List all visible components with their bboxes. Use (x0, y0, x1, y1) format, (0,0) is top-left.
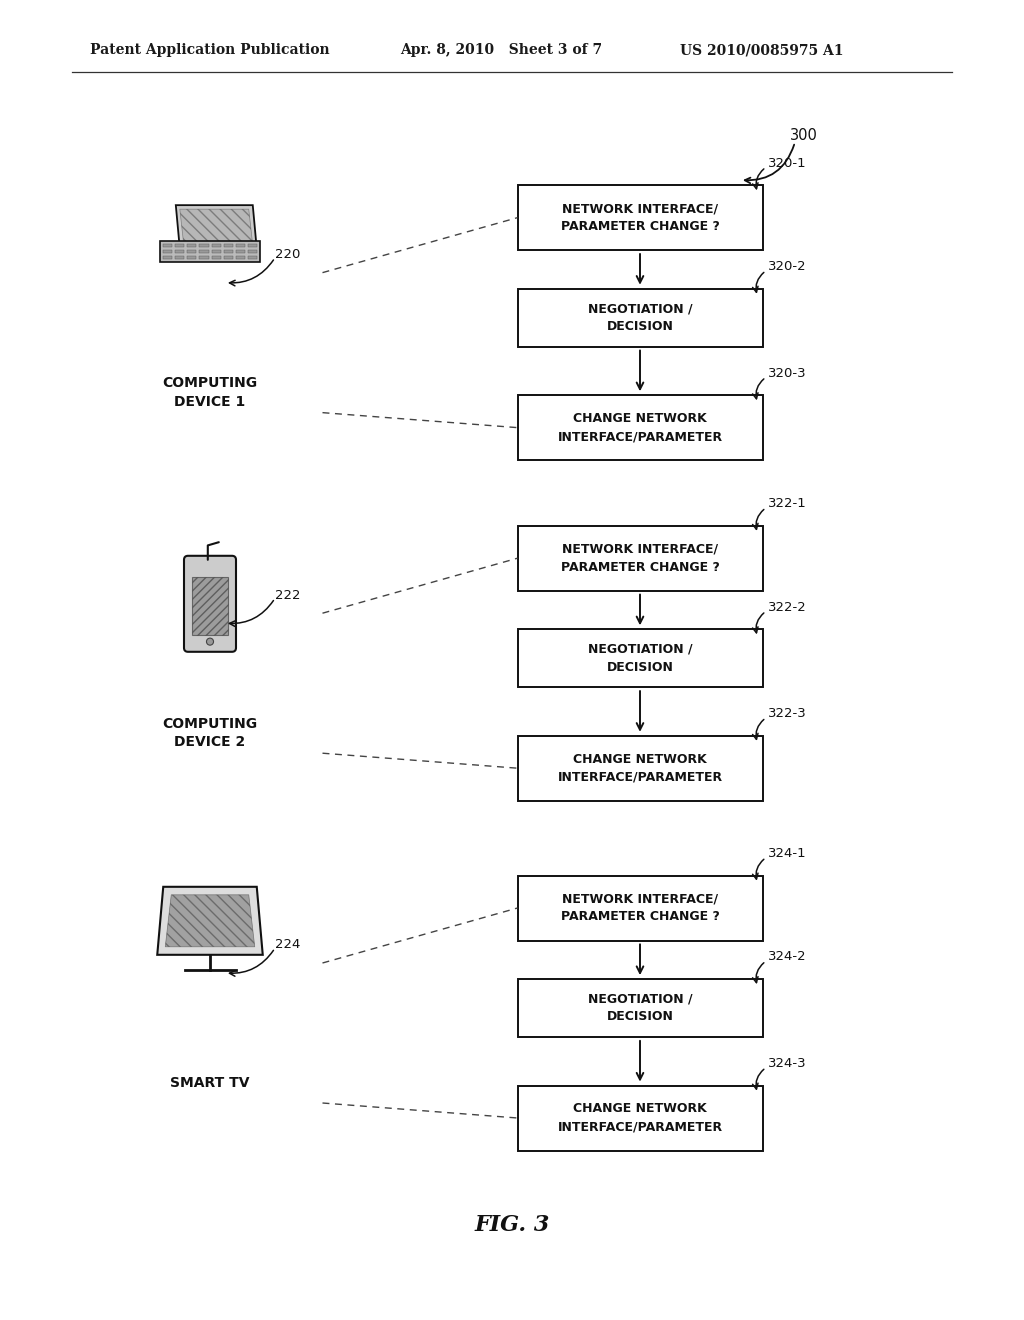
Bar (223, 244, 232, 247)
Text: NEGOTIATION /
DECISION: NEGOTIATION / DECISION (588, 643, 692, 673)
Bar (212, 244, 220, 247)
Text: 322-1: 322-1 (768, 498, 807, 511)
Text: 320-3: 320-3 (768, 367, 807, 380)
Bar (517, 289, 763, 347)
Text: CHANGE NETWORK
INTERFACE/PARAMETER: CHANGE NETWORK INTERFACE/PARAMETER (557, 752, 723, 784)
Bar (212, 251, 220, 253)
Text: 320-1: 320-1 (768, 157, 807, 170)
Text: 320-2: 320-2 (768, 260, 807, 273)
Bar (163, 256, 172, 260)
Text: 224: 224 (275, 939, 300, 952)
Bar (160, 242, 260, 263)
Bar (175, 256, 184, 260)
Bar (517, 630, 763, 688)
Polygon shape (176, 205, 257, 252)
Text: NETWORK INTERFACE/
PARAMETER CHANGE ?: NETWORK INTERFACE/ PARAMETER CHANGE ? (560, 892, 720, 924)
Bar (248, 244, 257, 247)
Bar (517, 735, 763, 801)
Text: 222: 222 (275, 589, 300, 602)
Bar (517, 875, 763, 940)
Bar (212, 256, 220, 260)
Text: 322-2: 322-2 (768, 601, 807, 614)
Text: 300: 300 (790, 128, 818, 143)
Text: NETWORK INTERFACE/
PARAMETER CHANGE ?: NETWORK INTERFACE/ PARAMETER CHANGE ? (560, 202, 720, 234)
Text: SMART TV: SMART TV (170, 1076, 250, 1090)
Bar (236, 256, 245, 260)
Circle shape (207, 638, 214, 645)
Text: Patent Application Publication: Patent Application Publication (90, 44, 330, 57)
Text: US 2010/0085975 A1: US 2010/0085975 A1 (680, 44, 844, 57)
Text: 324-1: 324-1 (768, 847, 807, 861)
Text: NETWORK INTERFACE/
PARAMETER CHANGE ?: NETWORK INTERFACE/ PARAMETER CHANGE ? (560, 543, 720, 574)
Text: Apr. 8, 2010   Sheet 3 of 7: Apr. 8, 2010 Sheet 3 of 7 (400, 44, 602, 57)
Bar (517, 979, 763, 1038)
Bar (187, 244, 197, 247)
Bar (200, 244, 209, 247)
Polygon shape (158, 887, 263, 954)
Bar (517, 1085, 763, 1151)
Bar (517, 525, 763, 591)
Text: CHANGE NETWORK
INTERFACE/PARAMETER: CHANGE NETWORK INTERFACE/PARAMETER (557, 1102, 723, 1134)
Text: 324-3: 324-3 (768, 1057, 807, 1071)
Bar (187, 251, 197, 253)
Text: 324-2: 324-2 (768, 950, 807, 964)
Bar (163, 244, 172, 247)
Bar (236, 251, 245, 253)
FancyBboxPatch shape (184, 556, 236, 652)
Bar (517, 395, 763, 461)
Bar (200, 251, 209, 253)
Bar (517, 185, 763, 249)
Text: COMPUTING
DEVICE 2: COMPUTING DEVICE 2 (163, 717, 258, 750)
Text: CHANGE NETWORK
INTERFACE/PARAMETER: CHANGE NETWORK INTERFACE/PARAMETER (557, 412, 723, 444)
Text: FIG. 3: FIG. 3 (474, 1214, 550, 1236)
Bar (187, 256, 197, 260)
Bar (223, 251, 232, 253)
Bar (193, 577, 227, 635)
Polygon shape (165, 895, 255, 946)
Bar (175, 251, 184, 253)
Text: COMPUTING
DEVICE 1: COMPUTING DEVICE 1 (163, 376, 258, 409)
Bar (248, 256, 257, 260)
Bar (163, 251, 172, 253)
Polygon shape (180, 209, 253, 247)
Bar (175, 244, 184, 247)
Bar (200, 256, 209, 260)
Bar (223, 256, 232, 260)
Bar (248, 251, 257, 253)
Text: 322-3: 322-3 (768, 708, 807, 721)
Bar (236, 244, 245, 247)
Text: NEGOTIATION /
DECISION: NEGOTIATION / DECISION (588, 993, 692, 1023)
Text: NEGOTIATION /
DECISION: NEGOTIATION / DECISION (588, 302, 692, 333)
Text: 220: 220 (275, 248, 300, 261)
